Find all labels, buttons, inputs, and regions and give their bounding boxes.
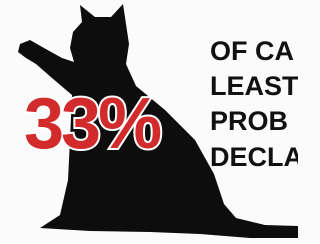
headline-line: LEAST bbox=[210, 71, 298, 101]
stat-figure: 33% bbox=[24, 84, 161, 164]
infographic: OF CA LEAST PROB DECLA 33% bbox=[0, 0, 298, 244]
headline-line: PROB bbox=[210, 106, 288, 136]
headline-line: OF CA bbox=[210, 36, 294, 66]
page: {"stat": "33%", "lines": ["OF CA", "LEAS… bbox=[0, 0, 298, 244]
headline-line: DECLA bbox=[210, 142, 298, 172]
